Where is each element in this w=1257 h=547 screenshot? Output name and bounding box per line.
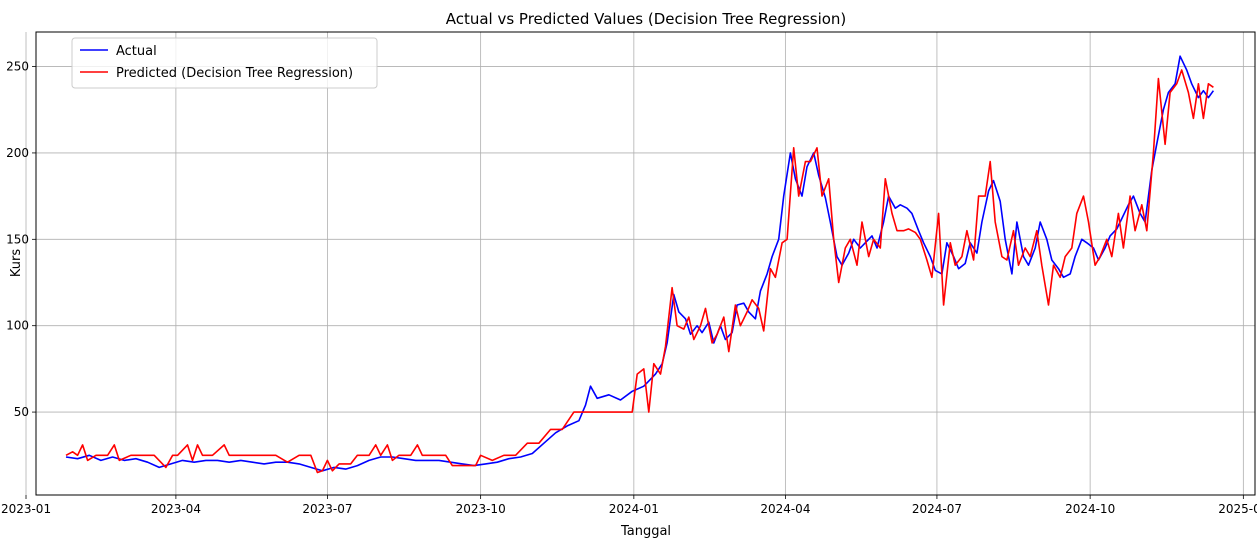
x-axis-label: Tanggal [620, 524, 671, 539]
plot-frame [35, 31, 1256, 496]
x-tick-label: 2024-10 [1065, 502, 1115, 516]
gridlines [25, 32, 1255, 495]
y-tick-label: 250 [6, 60, 29, 74]
chart-title: Actual vs Predicted Values (Decision Tre… [446, 10, 847, 28]
y-tick-label: 150 [6, 232, 29, 246]
plot-area: 2023-01 2023-04 2023-07 2023-10 2024-01 2024-… [1, 31, 1257, 516]
x-axis-ticks: 2023-01 2023-04 2023-07 2023-10 2024-01 2024-… [1, 495, 1257, 516]
x-tick-label: 2025-01 [1218, 502, 1257, 516]
x-tick-label: 2024-07 [912, 502, 962, 516]
x-tick-label: 2023-01 [1, 502, 51, 516]
y-axis-label: Kurs [9, 249, 24, 277]
x-tick-label: 2023-07 [302, 502, 352, 516]
y-tick-label: 100 [6, 319, 29, 333]
x-tick-label: 2023-10 [456, 502, 506, 516]
x-tick-label: 2023-04 [151, 502, 201, 516]
y-tick-label: 200 [6, 146, 29, 160]
y-tick-label: 50 [14, 405, 29, 419]
series-line-predicted [65, 69, 1214, 474]
y-axis-ticks: 50 100 150 200 250 [6, 60, 36, 419]
x-tick-label: 2024-01 [609, 502, 659, 516]
series-layer [65, 55, 1215, 474]
legend-label-actual: Actual [116, 44, 157, 59]
legend-label-predicted: Predicted (Decision Tree Regression) [116, 66, 353, 81]
series-line-actual [65, 55, 1215, 472]
x-tick-label: 2024-04 [760, 502, 810, 516]
legend-box [71, 37, 378, 89]
legend: Actual Predicted (Decision Tree Regressi… [71, 37, 378, 89]
plot-background [36, 32, 1255, 495]
